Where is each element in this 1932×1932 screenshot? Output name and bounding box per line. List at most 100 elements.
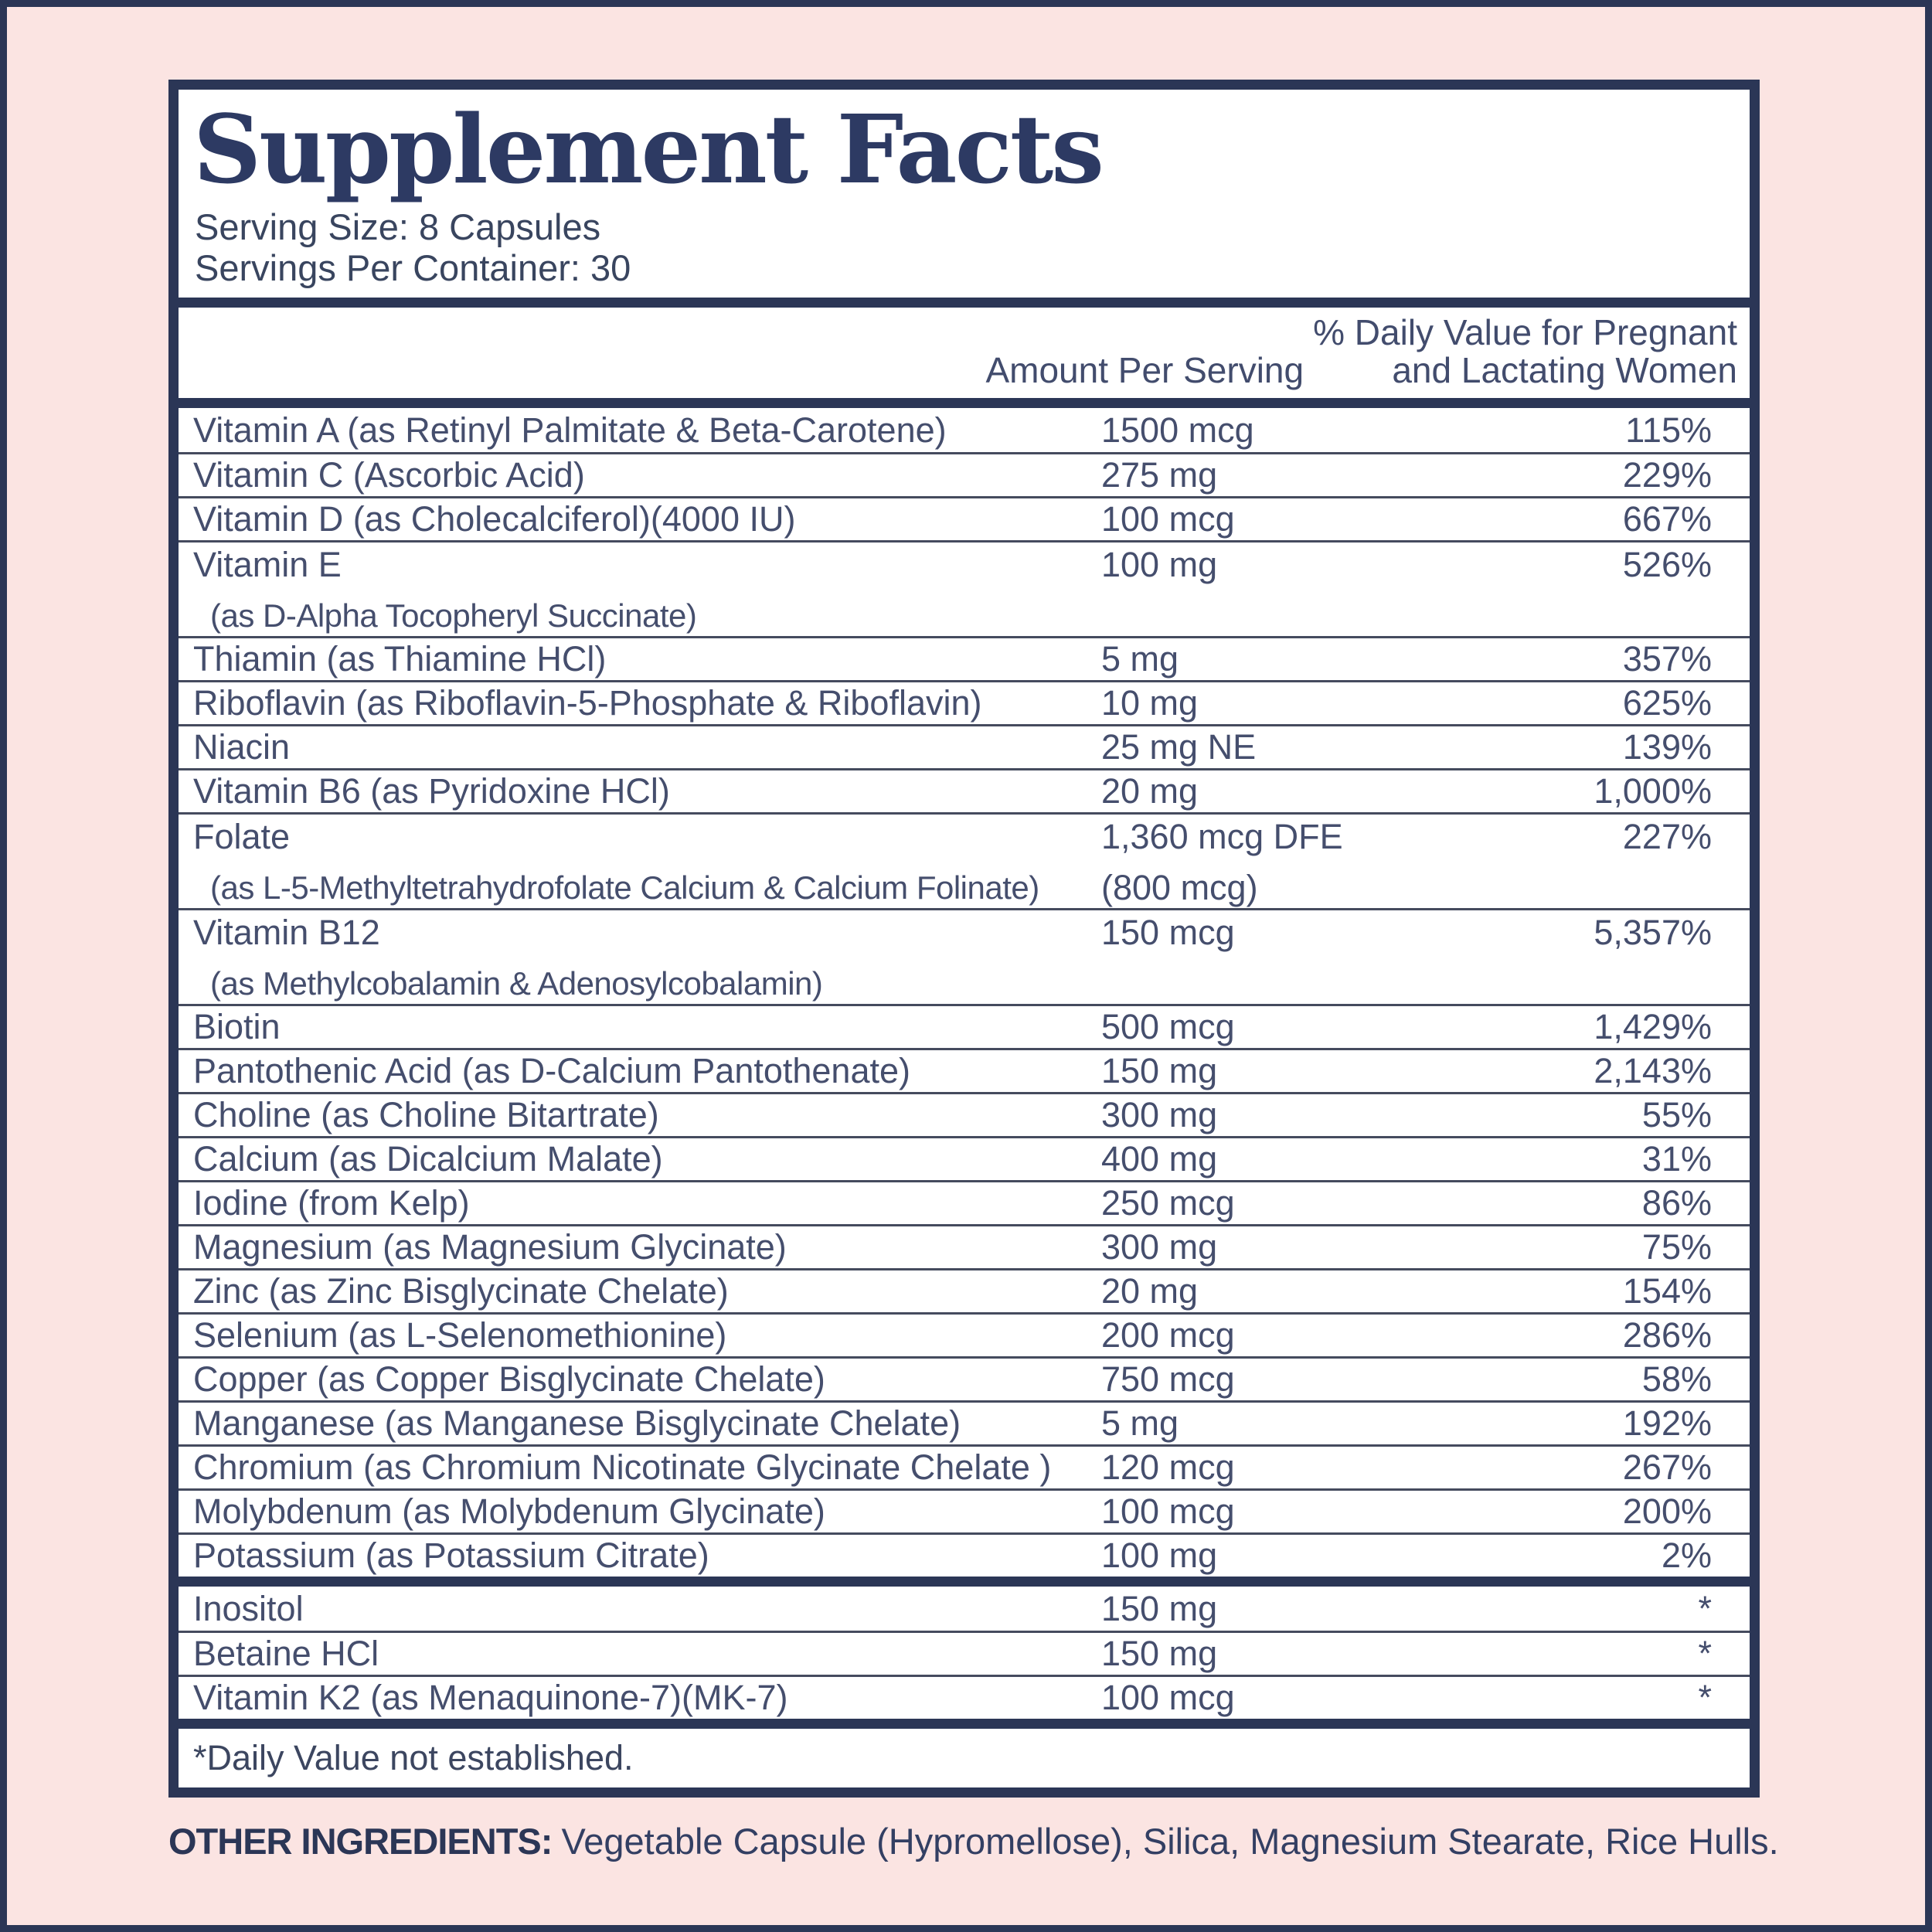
nutrient-name-cell: Folate (as L-5-Methyltetrahydrofolate Ca…	[179, 817, 1101, 908]
amount-value: 100 mg	[1101, 1536, 1218, 1576]
nutrient-name: Vitamin A (as Retinyl Palmitate & Beta-C…	[193, 410, 947, 450]
amount-cell: 100 mg	[1101, 1536, 1530, 1576]
amount-cell: 100 mg	[1101, 545, 1530, 585]
nutrient-name-cell: Pantothenic Acid (as D-Calcium Pantothen…	[179, 1051, 1101, 1091]
nutrient-name-subline: (as L-5-Methyltetrahydrofolate Calcium &…	[210, 869, 1039, 906]
amount-value: 275 mg	[1101, 455, 1218, 495]
nutrient-name: Pantothenic Acid (as D-Calcium Pantothen…	[193, 1051, 910, 1091]
nutrient-name: Vitamin K2 (as Menaquinone-7)(MK-7)	[193, 1678, 788, 1718]
amount-cell: 100 mcg	[1101, 499, 1530, 539]
amount-value: 500 mcg	[1101, 1007, 1235, 1047]
nutrient-name-cell: Potassium (as Potassium Citrate)	[179, 1536, 1101, 1576]
nutrient-name-cell: Vitamin C (Ascorbic Acid)	[179, 455, 1101, 495]
amount-subline: (800 mcg)	[1101, 868, 1258, 908]
nutrient-name: Thiamin (as Thiamine HCl)	[193, 639, 607, 679]
amount-cell: 250 mcg	[1101, 1183, 1530, 1223]
daily-value-cell: 526%	[1622, 545, 1712, 585]
amount-cell: 750 mcg	[1101, 1359, 1530, 1400]
amount-value: 20 mg	[1101, 1271, 1199, 1311]
amount-cell: 20 mg	[1101, 1271, 1530, 1311]
amount-cell: 120 mcg	[1101, 1447, 1530, 1488]
nutrient-name-cell: Vitamin K2 (as Menaquinone-7)(MK-7)	[179, 1678, 1101, 1718]
amount-cell: 300 mg	[1101, 1095, 1530, 1135]
daily-value-column-header: % Daily Value for Pregnant and Lactating…	[1313, 313, 1737, 390]
amount-cell: 10 mg	[1101, 683, 1530, 723]
table-row: Riboflavin (as Riboflavin-5-Phosphate & …	[179, 680, 1750, 724]
daily-value-cell: 86%	[1641, 1183, 1712, 1223]
amount-cell: 1500 mcg	[1101, 410, 1530, 451]
amount-value: 150 mg	[1101, 1051, 1218, 1091]
nutrient-name: Calcium (as Dicalcium Malate)	[193, 1139, 663, 1179]
nutrient-name-cell: Zinc (as Zinc Bisglycinate Chelate)	[179, 1271, 1101, 1311]
daily-value-cell: 2,143%	[1594, 1051, 1712, 1091]
nutrient-name: Vitamin B6 (as Pyridoxine HCl)	[193, 771, 670, 811]
daily-value-cell: *	[1698, 1588, 1712, 1628]
nutrient-name-cell: Molybdenum (as Molybdenum Glycinate)	[179, 1492, 1101, 1532]
nutrient-name-subline: (as Methylcobalamin & Adenosylcobalamin)	[210, 965, 823, 1002]
nutrient-name-cell: Vitamin A (as Retinyl Palmitate & Beta-C…	[179, 410, 1101, 451]
nutrient-name-cell: Vitamin B12 (as Methylcobalamin & Adenos…	[179, 913, 1101, 1004]
amount-value: 25 mg NE	[1101, 727, 1257, 767]
nutrient-name: Choline (as Choline Bitartrate)	[193, 1095, 659, 1135]
table-row: Selenium (as L-Selenomethionine) 200 mcg…	[179, 1312, 1750, 1356]
amount-cell: 5 mg	[1101, 1403, 1530, 1444]
nutrient-name: Zinc (as Zinc Bisglycinate Chelate)	[193, 1271, 729, 1311]
table-row: Copper (as Copper Bisglycinate Chelate) …	[179, 1356, 1750, 1400]
amount-cell: 400 mg	[1101, 1139, 1530, 1179]
daily-value-cell: 55%	[1641, 1095, 1712, 1135]
serving-size: Serving Size: 8 Capsules	[195, 206, 601, 247]
nutrient-name: Copper (as Copper Bisglycinate Chelate)	[193, 1359, 825, 1400]
daily-value-cell: 115%	[1625, 410, 1712, 450]
daily-value-cell: 1,000%	[1594, 771, 1712, 811]
nutrient-name: Inositol	[193, 1588, 304, 1628]
amount-value: 200 mcg	[1101, 1315, 1235, 1355]
divider-bar-header	[179, 398, 1750, 409]
nutrient-name-cell: Vitamin B6 (as Pyridoxine HCl)	[179, 771, 1101, 811]
table-row: Thiamin (as Thiamine HCl) 5 mg 357%	[179, 636, 1750, 680]
amount-column-header: Amount Per Serving	[985, 350, 1304, 391]
amount-value: 250 mcg	[1101, 1183, 1235, 1223]
nutrient-name: Vitamin D (as Cholecalciferol)(4000 IU)	[193, 499, 796, 539]
nutrient-name-cell: Selenium (as L-Selenomethionine)	[179, 1315, 1101, 1355]
table-row: Zinc (as Zinc Bisglycinate Chelate) 20 m…	[179, 1268, 1750, 1312]
nutrient-name: Folate	[193, 817, 291, 857]
nutrient-name: Vitamin B12	[193, 913, 380, 953]
amount-value: 300 mg	[1101, 1227, 1218, 1267]
table-row: Vitamin B6 (as Pyridoxine HCl) 20 mg 1,0…	[179, 768, 1750, 812]
other-ingredients-label: OTHER INGREDIENTS:	[168, 1821, 562, 1862]
table-row: Vitamin D (as Cholecalciferol)(4000 IU) …	[179, 496, 1750, 540]
nutrient-name-cell: Betaine HCl	[179, 1634, 1101, 1674]
nutrient-name-cell: Calcium (as Dicalcium Malate)	[179, 1139, 1101, 1179]
divider-bar-top	[179, 298, 1750, 308]
amount-value: 120 mcg	[1101, 1447, 1235, 1488]
nutrient-name-cell: Biotin	[179, 1007, 1101, 1047]
daily-value-cell: 5,357%	[1594, 913, 1712, 953]
daily-value-footnote: *Daily Value not established.	[193, 1738, 634, 1778]
table-row: Choline (as Choline Bitartrate) 300 mg 5…	[179, 1092, 1750, 1136]
daily-value-cell: 139%	[1622, 727, 1712, 767]
table-row: Calcium (as Dicalcium Malate) 400 mg 31%	[179, 1136, 1750, 1180]
table-row: Vitamin E (as D-Alpha Tocopheryl Succina…	[179, 540, 1750, 636]
daily-value-cell: *	[1698, 1634, 1712, 1674]
nutrient-name: Vitamin C (Ascorbic Acid)	[193, 455, 585, 495]
amount-value: 1,360 mcg DFE	[1101, 817, 1343, 857]
amount-value: 750 mcg	[1101, 1359, 1235, 1400]
table-row: Iodine (from Kelp) 250 mcg 86%	[179, 1180, 1750, 1224]
daily-value-cell: 357%	[1622, 639, 1712, 679]
daily-value-cell: 31%	[1641, 1139, 1712, 1179]
table-row: Magnesium (as Magnesium Glycinate) 300 m…	[179, 1224, 1750, 1268]
amount-cell: 150 mg	[1101, 1051, 1530, 1091]
nutrient-name: Molybdenum (as Molybdenum Glycinate)	[193, 1492, 825, 1532]
amount-value: 5 mg	[1101, 1403, 1179, 1444]
amount-cell: 1,360 mcg DFE (800 mcg)	[1101, 817, 1530, 908]
amount-value: 100 mcg	[1101, 499, 1235, 539]
table-row: Niacin 25 mg NE 139%	[179, 724, 1750, 768]
amount-value: 150 mcg	[1101, 913, 1235, 953]
amount-cell: 200 mcg	[1101, 1315, 1530, 1355]
daily-value-cell: 267%	[1622, 1447, 1712, 1488]
daily-value-cell: 154%	[1622, 1271, 1712, 1311]
daily-value-cell: 75%	[1641, 1227, 1712, 1267]
table-row: Potassium (as Potassium Citrate) 100 mg …	[179, 1532, 1750, 1577]
nutrient-name: Niacin	[193, 727, 291, 767]
